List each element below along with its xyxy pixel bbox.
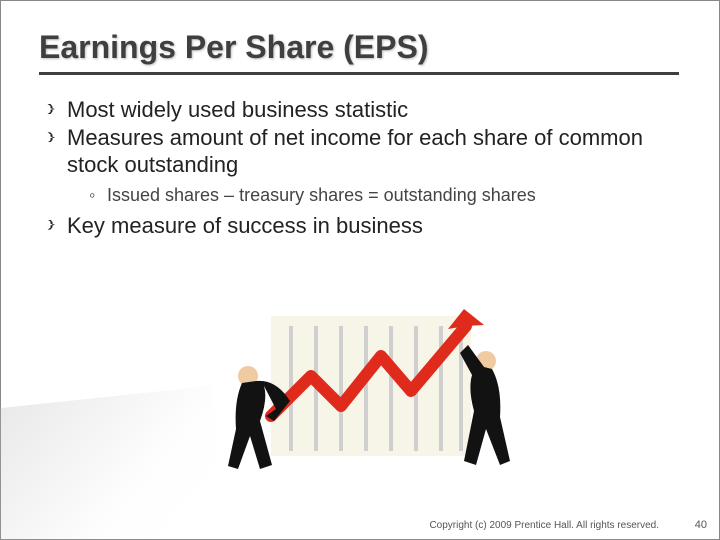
illustration-svg (216, 301, 521, 481)
eps-illustration (216, 301, 521, 481)
bullet-item: Key measure of success in business (45, 213, 681, 239)
title-underline (39, 72, 679, 75)
sub-bullet-text: Issued shares – treasury shares = outsta… (107, 185, 536, 205)
sub-bullet-list: Issued shares – treasury shares = outsta… (89, 184, 681, 207)
sub-bullet-item: Issued shares – treasury shares = outsta… (89, 184, 681, 207)
slide: Earnings Per Share (EPS) Most widely use… (1, 1, 719, 539)
page-number: 40 (695, 519, 707, 531)
bullet-text: Key measure of success in business (67, 213, 423, 238)
slide-title: Earnings Per Share (EPS) (39, 29, 681, 66)
bullet-text: Most widely used business statistic (67, 97, 408, 122)
decorative-corner-sweep (0, 386, 230, 540)
content-area: Most widely used business statistic Meas… (39, 97, 681, 239)
bullet-item: Most widely used business statistic (45, 97, 681, 123)
bullet-text: Measures amount of net income for each s… (67, 125, 643, 176)
copyright-text: Copyright (c) 2009 Prentice Hall. All ri… (429, 520, 659, 531)
bullet-item: Measures amount of net income for each s… (45, 125, 681, 206)
bullet-list: Most widely used business statistic Meas… (45, 97, 681, 239)
